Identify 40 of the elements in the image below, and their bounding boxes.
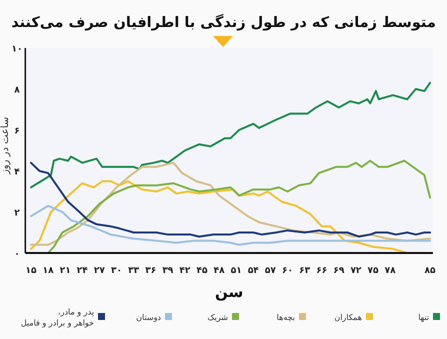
x-tick-label: ۶۰: [282, 266, 294, 276]
legend-label: تنها: [418, 313, 429, 322]
x-tick-label: ۳۰: [111, 266, 122, 276]
x-tick-label: ۲۷: [94, 266, 106, 276]
y-tick-label: ۸: [14, 86, 20, 96]
legend-label: همکاران: [334, 313, 362, 322]
x-tick-label: ۷۲: [350, 266, 362, 276]
legend-label: پدر و مادر، خواهر و برادر و فامیل: [20, 308, 94, 328]
x-tick-label: ۸۵: [424, 266, 436, 276]
x-tick-label: ۶۹: [333, 266, 345, 276]
legend-label: شریک: [207, 313, 228, 322]
x-tick-label: ۳۳: [128, 266, 140, 276]
x-tick-label: ۵۷: [264, 266, 276, 276]
x-tick-label: ۴۵: [196, 266, 208, 276]
y-tick-label: ۶: [14, 126, 20, 136]
y-tick-label: ۴: [14, 168, 20, 178]
line-series: [30, 82, 432, 188]
x-tick-label: ۱۵: [26, 266, 37, 276]
x-tick-label: ۲۱: [60, 266, 71, 276]
x-tick-label: ۵۱: [230, 266, 242, 276]
x-tick-label: ۲۴: [76, 266, 88, 276]
x-tick-label: ۷۵: [368, 266, 380, 276]
y-tick-label: ۲: [14, 208, 20, 218]
x-tick-label: ۳۶: [145, 266, 156, 276]
x-tick-label: ۶۳: [299, 266, 311, 276]
x-tick-label: ۳۹: [162, 266, 174, 276]
legend-label: بچه‌ها: [276, 313, 295, 322]
x-tick-label: ۱۸: [42, 266, 54, 276]
y-axis-title: ساعت در روز: [0, 116, 11, 176]
x-tick-label: ۷۸: [384, 266, 396, 276]
x-tick-label: ۵۴: [248, 266, 260, 276]
x-tick-label: ۴۲: [179, 266, 191, 276]
chart-title: متوسط زمانی که در طول زندگی با اطرافیان صرف می‌کنند: [11, 13, 436, 31]
x-axis-title: سن: [214, 283, 244, 301]
line-series: [30, 204, 432, 246]
y-tick-label: ۱۰: [12, 44, 22, 54]
x-tick-label: ۴۸: [214, 266, 226, 276]
x-tick-label: ۶۶: [316, 266, 328, 276]
y-tick-label: ۰: [14, 250, 20, 260]
legend-label: دوستان: [136, 313, 162, 322]
